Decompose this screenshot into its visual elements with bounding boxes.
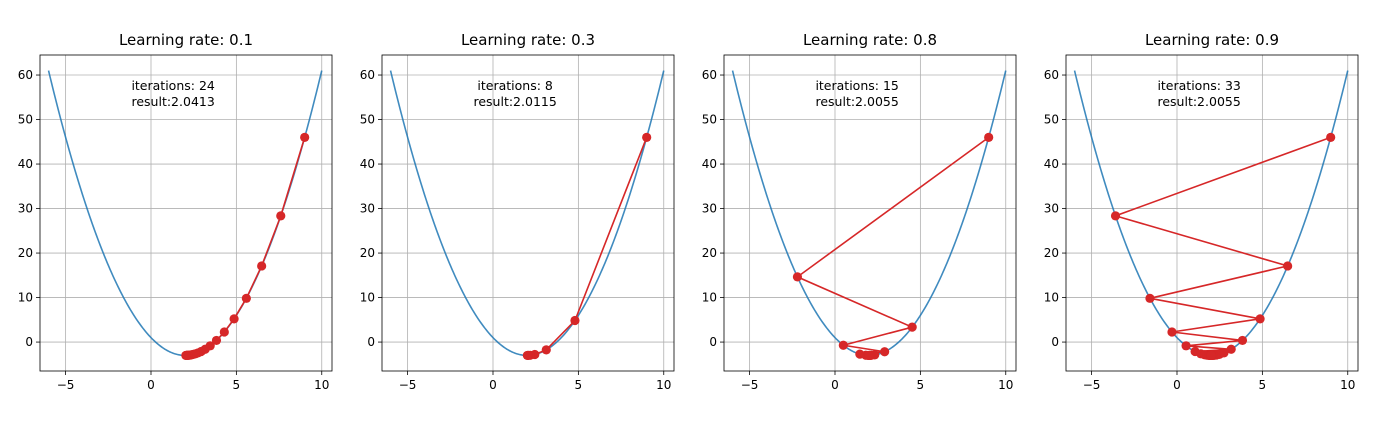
y-tick-label: 40 [18, 157, 33, 171]
descent-point [792, 272, 803, 282]
x-tick-label: 5 [1259, 378, 1267, 392]
descent-point [241, 293, 251, 303]
y-tick-label: 30 [360, 202, 375, 216]
subplot-4: −5 0 5 10 0 10 20 30 40 50 60 Learning rate: 0.9 ite… [1044, 31, 1359, 392]
y-tick-label: 20 [360, 246, 375, 260]
descent-point [211, 335, 222, 346]
function-curve [731, 70, 1007, 357]
descent-path [795, 136, 990, 357]
y-tick-label: 50 [702, 113, 717, 127]
descent-point [257, 261, 267, 271]
descent-point [1283, 261, 1293, 271]
y-tick-label: 0 [25, 335, 33, 349]
x-tick-label: 5 [917, 378, 925, 392]
x-tick-label: −5 [57, 378, 75, 392]
subplot-title: Learning rate: 0.9 [1145, 31, 1279, 49]
descent-point [570, 315, 580, 326]
x-tick-label: 10 [998, 378, 1013, 392]
result-label: result:2.0115 [473, 94, 556, 109]
descent-point [864, 350, 874, 361]
descent-point [1145, 293, 1155, 303]
y-tick-label: 60 [1044, 68, 1059, 82]
y-tick-label: 30 [18, 202, 33, 216]
y-tick-label: 10 [18, 291, 33, 305]
result-label: result:2.0413 [131, 94, 214, 109]
descent-point [642, 132, 652, 142]
x-tick-label: 10 [656, 378, 671, 392]
y-tick-label: 60 [360, 68, 375, 82]
descent-point [229, 314, 239, 324]
descent-path [185, 137, 306, 357]
y-tick-label: 50 [360, 113, 375, 127]
y-tick-label: 10 [360, 291, 375, 305]
x-tick-label: 0 [1173, 378, 1181, 392]
descent-point [984, 132, 994, 142]
plot-frame [381, 54, 675, 372]
subplot-title: Learning rate: 0.8 [803, 31, 937, 49]
subplot-2: −5 0 5 10 0 10 20 30 40 50 60 Learning rate: 0.3 ite… [360, 31, 675, 392]
descent-point [1226, 344, 1236, 354]
y-tick-label: 20 [702, 246, 717, 260]
x-tick-label: 0 [147, 378, 155, 392]
descent-point [1206, 350, 1216, 361]
plot-frame [39, 54, 333, 372]
y-tick-label: 40 [702, 157, 717, 171]
x-tick-label: −5 [399, 378, 417, 392]
y-tick-label: 30 [702, 202, 717, 216]
descent-path [527, 137, 648, 357]
x-tick-label: 5 [575, 378, 583, 392]
function-curve [389, 70, 665, 357]
y-tick-label: 0 [367, 335, 375, 349]
descent-point [1167, 327, 1177, 337]
x-tick-label: 10 [1340, 378, 1355, 392]
x-tick-label: 5 [233, 378, 241, 392]
descent-point [1326, 132, 1336, 142]
y-tick-label: 50 [18, 113, 33, 127]
iterations-label: iterations: 24 [131, 78, 214, 93]
descent-point [838, 340, 848, 350]
subplot-title: Learning rate: 0.1 [119, 31, 253, 49]
descent-point [1181, 341, 1191, 351]
descent-point [219, 327, 229, 337]
x-tick-label: −5 [1083, 378, 1101, 392]
descent-point [1110, 211, 1121, 221]
y-tick-label: 10 [702, 291, 717, 305]
result-label: result:2.0055 [815, 94, 898, 109]
descent-point [1237, 335, 1248, 346]
x-tick-label: 0 [489, 378, 497, 392]
descent-point [1255, 314, 1265, 324]
subplot-1: −5 0 5 10 0 10 20 30 40 50 60 Learning rate: 0.1 ite… [18, 31, 333, 392]
descent-point [541, 345, 551, 355]
descent-point [880, 347, 890, 357]
y-tick-label: 20 [1044, 246, 1059, 260]
iterations-label: iterations: 15 [815, 78, 898, 93]
x-tick-label: 10 [314, 378, 329, 392]
y-tick-label: 50 [1044, 113, 1059, 127]
y-tick-label: 30 [1044, 202, 1059, 216]
descent-point [181, 350, 191, 361]
y-tick-label: 0 [709, 335, 717, 349]
descent-path [1112, 136, 1331, 357]
descent-point [907, 322, 917, 332]
iterations-label: iterations: 8 [477, 78, 553, 93]
result-label: result:2.0055 [1157, 94, 1240, 109]
plot-frame [723, 54, 1017, 372]
plot-frame [1065, 54, 1359, 372]
subplot-3: −5 0 5 10 0 10 20 30 40 50 60 Learning rate: 0.8 ite… [702, 31, 1017, 392]
x-tick-label: −5 [741, 378, 759, 392]
subplot-title: Learning rate: 0.3 [461, 31, 595, 49]
y-tick-label: 40 [1044, 157, 1059, 171]
y-tick-label: 40 [360, 157, 375, 171]
y-tick-label: 60 [702, 68, 717, 82]
y-tick-label: 60 [18, 68, 33, 82]
y-tick-label: 20 [18, 246, 33, 260]
descent-point [276, 211, 286, 221]
y-tick-label: 10 [1044, 291, 1059, 305]
y-tick-label: 0 [1051, 335, 1059, 349]
x-tick-label: 0 [831, 378, 839, 392]
descent-point [522, 350, 532, 361]
iterations-label: iterations: 33 [1157, 78, 1240, 93]
descent-point [300, 132, 310, 142]
